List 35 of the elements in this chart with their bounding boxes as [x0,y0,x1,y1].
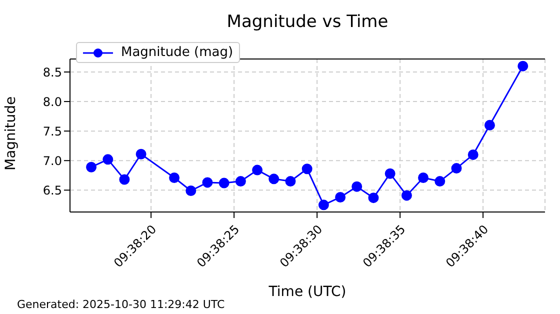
x-axis-title: Time (UTC) [268,284,346,300]
point [518,60,528,72]
point [401,190,412,201]
point [218,178,230,188]
y-axis-title: Magnitude [2,96,19,170]
point [384,168,396,179]
y-tick-label: 8.5 [42,65,62,80]
point [318,200,329,210]
point [302,164,312,174]
point [169,172,180,183]
point [202,177,213,188]
point [484,120,495,130]
y-tick-label: 6.5 [42,183,62,198]
point [186,185,196,196]
point [451,163,462,174]
point [252,164,263,176]
legend-label: Magnitude (mag) [121,45,234,60]
y-tick-label: 8.0 [42,94,62,109]
point [434,176,446,187]
text: Generated: 2025-10-30 11:29:42 UTC [17,298,225,311]
point [235,176,246,187]
y-tick-label: 7.0 [42,154,62,168]
point [86,162,97,172]
point [285,176,296,187]
point [468,149,478,160]
point [368,192,379,204]
y-tick-label: 7.5 [42,124,62,138]
point [102,154,114,165]
point [352,181,362,192]
point [268,174,280,184]
point [119,174,130,185]
chart-title: Magnitude vs Time [226,12,390,32]
point [335,192,346,202]
point [418,172,429,183]
point [136,148,146,160]
